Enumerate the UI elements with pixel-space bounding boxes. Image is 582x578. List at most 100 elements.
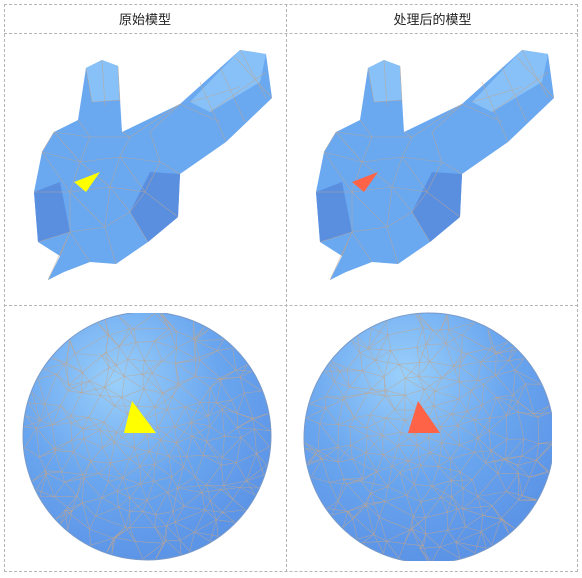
mesh-edge — [537, 412, 551, 418]
mesh-edge — [25, 415, 37, 429]
mesh-edge — [74, 333, 109, 354]
mesh-edge — [418, 361, 430, 377]
mesh-edge — [420, 486, 433, 503]
mesh-edge — [434, 377, 443, 392]
mesh-edge — [221, 487, 241, 490]
mesh-edge — [496, 346, 514, 354]
mesh-edge — [370, 471, 377, 494]
mesh-edge — [480, 353, 497, 363]
mesh-edge — [46, 473, 65, 483]
mesh-edge — [334, 381, 350, 388]
mesh-edge — [370, 486, 388, 494]
mesh-edge — [206, 485, 211, 501]
mesh-edge — [74, 353, 83, 373]
mesh-edge — [457, 411, 468, 426]
mesh-edge — [419, 545, 424, 549]
mesh-edge — [239, 487, 259, 489]
mesh-edge — [371, 388, 386, 397]
mesh-edge — [379, 517, 410, 531]
mesh-edge — [342, 396, 345, 400]
mesh-edge — [483, 375, 496, 385]
mesh-edge — [450, 458, 461, 473]
mesh-edge — [31, 392, 41, 421]
mesh-edge — [154, 406, 168, 410]
mesh-edge — [122, 477, 130, 498]
mesh-edge — [239, 487, 256, 496]
mesh-edge — [504, 459, 519, 474]
mesh-edge — [346, 368, 350, 387]
mesh-edge — [429, 361, 443, 378]
mesh-edge — [357, 534, 374, 540]
mesh-edge — [352, 459, 363, 479]
mesh-edge — [82, 417, 89, 429]
mesh-edge — [334, 381, 345, 398]
mesh-edge — [118, 328, 135, 347]
mesh-edge — [256, 453, 267, 466]
mesh-edge — [418, 314, 434, 331]
mesh-edge — [362, 540, 387, 543]
mesh-edge — [121, 397, 128, 414]
mesh-edge — [183, 456, 188, 467]
mesh-edge — [167, 491, 185, 507]
mesh-edge — [80, 372, 83, 393]
mesh-edge — [52, 422, 72, 426]
mesh-edge — [183, 466, 196, 478]
mesh-edge — [517, 383, 526, 402]
mesh-edge — [306, 417, 320, 424]
mesh-edge — [237, 427, 255, 430]
mesh-edge — [506, 401, 519, 416]
mesh-edge — [383, 350, 392, 378]
mesh-edge — [455, 542, 461, 559]
mesh-edge — [383, 364, 400, 378]
mesh-edge — [408, 460, 415, 485]
mesh-edge — [321, 458, 330, 483]
mesh-edge — [317, 450, 323, 460]
mesh-edge — [364, 503, 380, 518]
mesh-edge — [362, 471, 377, 479]
mesh-edge — [495, 369, 516, 376]
row-divider — [4, 305, 578, 306]
mesh-edge — [450, 452, 475, 459]
mesh-edge — [36, 420, 41, 429]
mesh-edge — [104, 387, 123, 398]
mesh-edge — [359, 352, 363, 371]
mesh-edge — [217, 339, 224, 351]
mesh-edge — [124, 374, 143, 377]
mesh-edge — [474, 417, 491, 421]
mesh-edge — [349, 426, 351, 446]
mesh-edge — [398, 364, 419, 377]
mesh-edge — [382, 417, 387, 436]
mesh-edge — [533, 405, 550, 415]
mesh-edge — [168, 455, 184, 468]
mesh-edge — [466, 390, 472, 412]
mesh-edge — [116, 358, 128, 366]
mesh-edge — [523, 438, 539, 444]
mesh-edge — [466, 404, 483, 412]
mesh-edge — [447, 530, 457, 543]
mesh-edge — [491, 341, 508, 349]
mesh-edge — [517, 460, 537, 466]
mesh-edge — [385, 409, 395, 419]
mesh-edge — [194, 326, 205, 341]
mesh-edge — [338, 424, 350, 427]
mesh-edge — [101, 497, 119, 508]
mesh-edge — [201, 492, 206, 511]
mesh-edge — [416, 347, 430, 362]
mesh-edge — [116, 365, 125, 377]
mesh-edge — [463, 487, 478, 497]
mesh-edge — [373, 517, 380, 535]
mesh-edge — [139, 451, 150, 467]
mesh-edge — [419, 533, 427, 549]
mesh-edge — [447, 508, 458, 513]
mesh-edge — [391, 445, 399, 467]
mesh-edge — [406, 494, 422, 503]
mesh-edge — [350, 444, 353, 460]
mesh-edge — [218, 376, 241, 380]
mesh-edge — [199, 359, 222, 380]
mesh-edge — [490, 450, 499, 474]
mesh-edge — [100, 429, 117, 433]
mesh-edge — [419, 548, 429, 561]
mesh-edge — [322, 458, 338, 463]
mesh-edge — [331, 511, 348, 516]
mesh-edge — [25, 415, 41, 422]
